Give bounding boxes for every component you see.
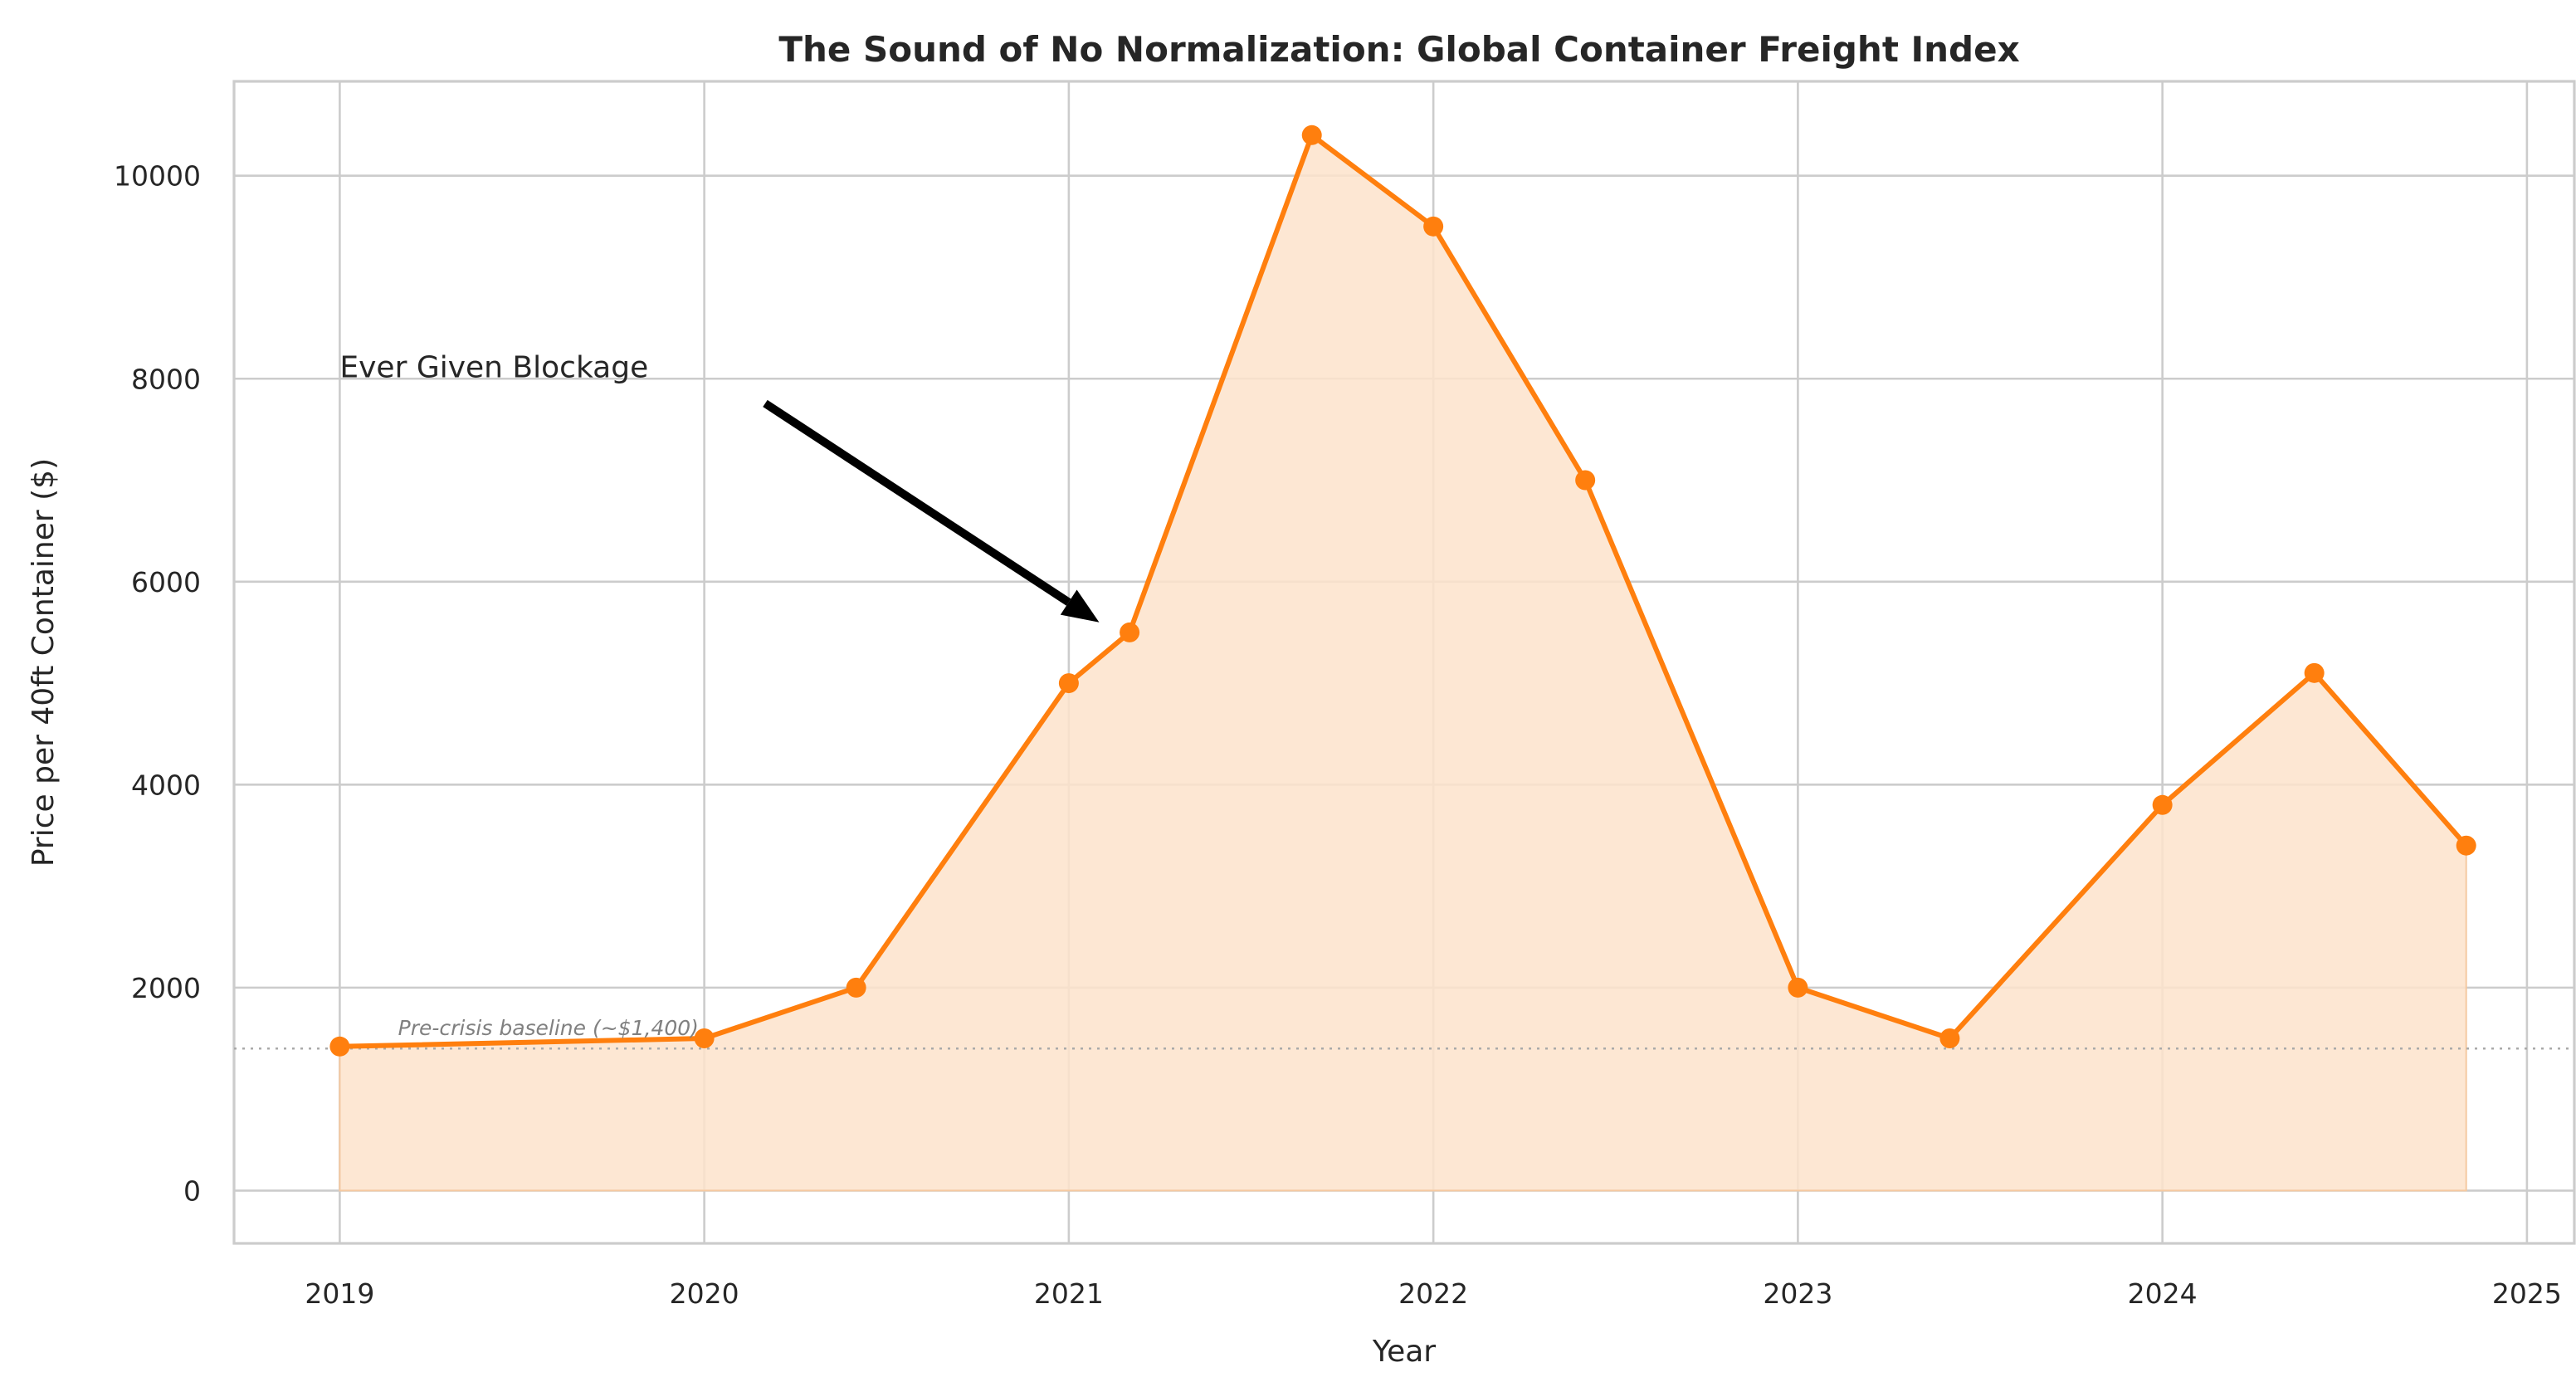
data-point	[694, 1028, 715, 1049]
x-axis-label: Year	[1372, 1335, 1436, 1369]
x-tick-label: 2023	[1763, 1277, 1832, 1310]
baseline-label: Pre-crisis baseline (~$1,400)	[398, 1016, 699, 1040]
y-tick-label: 4000	[131, 769, 201, 801]
y-tick-labels: 0 2000 4000 6000 8000 10000	[114, 160, 201, 1208]
series	[234, 125, 2574, 1192]
data-point	[1939, 1028, 1960, 1049]
y-axis-label: Price per 40ft Container ($)	[27, 458, 61, 867]
data-point	[1120, 622, 1140, 642]
y-tick-label: 0	[183, 1174, 201, 1207]
data-point	[846, 977, 866, 998]
data-point	[2152, 794, 2173, 815]
annotation-text: Ever Given Blockage	[339, 350, 648, 384]
chart-title: The Sound of No Normalization: Global Co…	[778, 29, 2019, 70]
data-point	[2304, 662, 2325, 683]
y-tick-label: 10000	[114, 160, 201, 193]
x-tick-label: 2021	[1034, 1277, 1104, 1310]
data-point	[1575, 470, 1596, 491]
data-point	[1423, 216, 1444, 237]
x-tick-label: 2024	[2128, 1277, 2198, 1310]
data-point	[1058, 673, 1079, 694]
x-tick-label: 2022	[1398, 1277, 1468, 1310]
annotation-arrow	[763, 399, 1100, 623]
data-point	[1788, 977, 1808, 998]
y-tick-label: 2000	[131, 972, 201, 1004]
y-tick-label: 6000	[131, 566, 201, 598]
y-tick-label: 8000	[131, 363, 201, 395]
x-tick-label: 2019	[305, 1277, 374, 1310]
data-point	[329, 1036, 350, 1057]
data-point	[1301, 125, 1322, 145]
x-tick-label: 2020	[670, 1277, 739, 1310]
arrow-shaft	[763, 399, 1071, 606]
x-tick-labels: 2019 2020 2021 2022 2023 2024 2025	[305, 1277, 2561, 1310]
arrow-head	[1060, 589, 1100, 623]
data-point	[2456, 835, 2476, 856]
x-tick-label: 2025	[2492, 1277, 2562, 1310]
